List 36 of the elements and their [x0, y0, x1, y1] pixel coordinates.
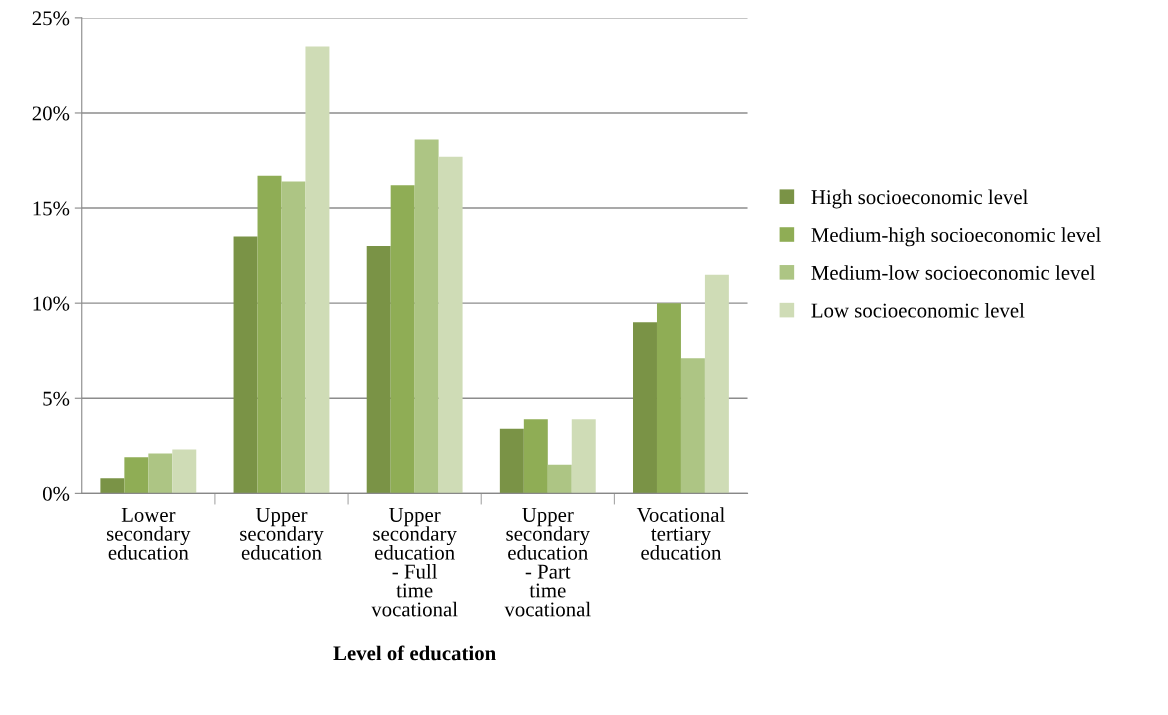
- x-tick-label: Upper secondary education - Part time vocational: [504, 508, 591, 617]
- x-tick-label: Upper secondary education - Full time vocational: [371, 508, 458, 617]
- x-tick-label: Vocational tertiary education: [636, 507, 725, 560]
- x-tick-label: Lower secondary education: [106, 508, 191, 560]
- legend-label: Medium-high socioeconomic level: [811, 227, 1101, 247]
- y-tick-label: 0%: [42, 486, 70, 501]
- bar: [366, 246, 391, 494]
- bar: [172, 449, 197, 494]
- bar: [100, 478, 125, 494]
- y-tick-label: 10%: [33, 296, 70, 311]
- bar: [704, 274, 729, 494]
- bar: [281, 181, 306, 494]
- bar: [257, 175, 282, 494]
- bar: [656, 303, 681, 494]
- bar: [499, 428, 524, 494]
- bar: [148, 453, 173, 494]
- y-tick-label: 15%: [33, 201, 70, 216]
- bar: [233, 236, 258, 494]
- y-tick-label: 5%: [43, 391, 70, 406]
- y-tick-label: 25%: [32, 11, 70, 26]
- legend-label: High socioeconomic level: [811, 189, 1028, 209]
- x-axis-title: Level of education: [333, 645, 496, 661]
- bar: [523, 419, 548, 494]
- bar: [124, 457, 149, 494]
- bar: [390, 185, 415, 494]
- legend-label: Medium-low socioeconomic level: [811, 265, 1096, 280]
- bar: [680, 358, 705, 494]
- y-tick-label: 20%: [32, 106, 70, 121]
- legend-label: Low socioeconomic level: [811, 302, 1025, 318]
- bar: [305, 46, 330, 494]
- bar: [571, 419, 596, 494]
- bar: [438, 156, 463, 494]
- x-tick-label: Upper secondary education: [240, 508, 324, 560]
- bar: [414, 139, 439, 494]
- bar: [633, 322, 657, 494]
- bar: [547, 464, 572, 494]
